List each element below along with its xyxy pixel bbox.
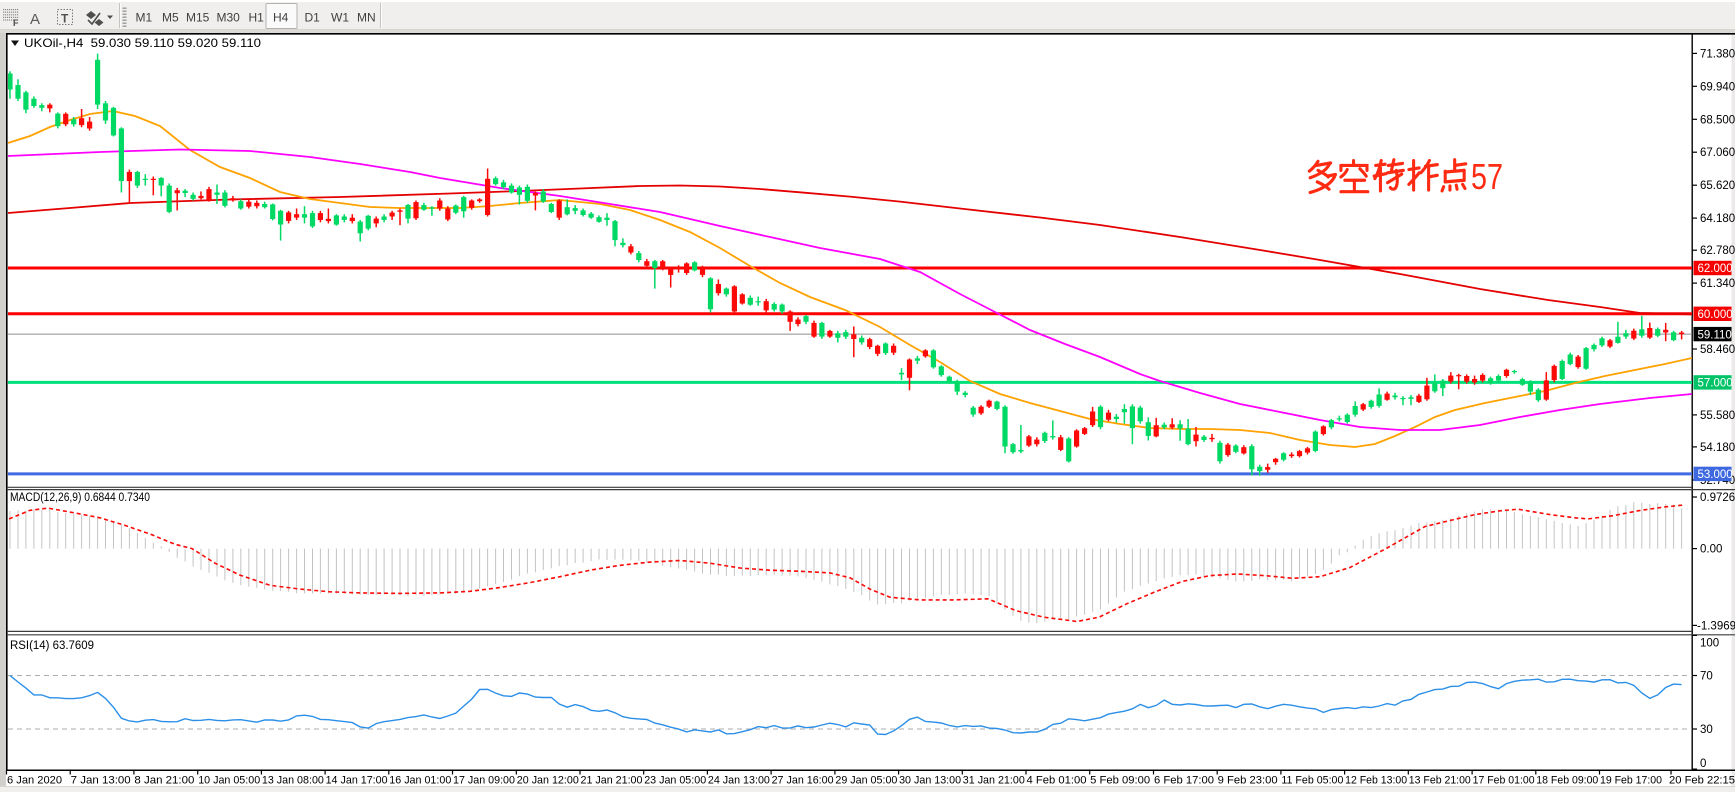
- svg-text:10 Jan 05:00: 10 Jan 05:00: [198, 775, 260, 787]
- svg-text:70: 70: [1700, 671, 1713, 683]
- svg-text:7 Jan 13:00: 7 Jan 13:00: [71, 775, 131, 787]
- svg-text:20 Jan 12:00: 20 Jan 12:00: [517, 775, 579, 787]
- svg-text:6 Feb 17:00: 6 Feb 17:00: [1154, 775, 1214, 787]
- svg-text:MN: MN: [357, 11, 376, 25]
- svg-text:57: 57: [1471, 156, 1503, 197]
- svg-text:24 Jan 13:00: 24 Jan 13:00: [708, 775, 770, 787]
- svg-text:31 Jan 21:00: 31 Jan 21:00: [963, 775, 1025, 787]
- svg-text:11 Feb 05:00: 11 Feb 05:00: [1281, 775, 1343, 787]
- svg-text:F: F: [13, 18, 19, 28]
- svg-text:29 Jan 05:00: 29 Jan 05:00: [835, 775, 897, 787]
- svg-text:100: 100: [1700, 638, 1719, 650]
- svg-text:58.460: 58.460: [1700, 344, 1735, 356]
- svg-text:M30: M30: [217, 11, 241, 25]
- svg-text:55.580: 55.580: [1700, 410, 1735, 422]
- svg-text:MACD(12,26,9) 0.6844 0.7340: MACD(12,26,9) 0.6844 0.7340: [10, 492, 150, 504]
- svg-text:W1: W1: [331, 11, 349, 25]
- svg-text:D1: D1: [305, 11, 321, 25]
- svg-text:8 Jan 21:00: 8 Jan 21:00: [134, 775, 194, 787]
- svg-text:4 Feb 01:00: 4 Feb 01:00: [1027, 775, 1087, 787]
- svg-text:M1: M1: [136, 11, 153, 25]
- svg-text:64.180: 64.180: [1700, 213, 1735, 225]
- svg-text:62.780: 62.780: [1700, 245, 1735, 257]
- svg-text:71.380: 71.380: [1700, 48, 1735, 60]
- svg-text:61.340: 61.340: [1700, 278, 1735, 290]
- svg-text:0: 0: [1700, 758, 1706, 770]
- svg-text:9 Feb 23:00: 9 Feb 23:00: [1218, 775, 1278, 787]
- svg-text:13 Feb 21:00: 13 Feb 21:00: [1409, 775, 1471, 787]
- svg-text:67.060: 67.060: [1700, 147, 1735, 159]
- svg-text:H1: H1: [249, 11, 265, 25]
- svg-text:59.110: 59.110: [1698, 329, 1732, 341]
- svg-text:A: A: [30, 11, 40, 28]
- svg-text:65.620: 65.620: [1700, 180, 1735, 192]
- svg-text:RSI(14) 63.7609: RSI(14) 63.7609: [10, 640, 94, 652]
- svg-text:62.000: 62.000: [1698, 263, 1733, 275]
- svg-text:60.000: 60.000: [1698, 309, 1733, 321]
- svg-text:69.940: 69.940: [1700, 81, 1735, 93]
- svg-text:17 Feb 01:00: 17 Feb 01:00: [1473, 775, 1535, 787]
- svg-text:M15: M15: [186, 11, 210, 25]
- svg-text:53.000: 53.000: [1698, 469, 1733, 481]
- svg-text:0.9726: 0.9726: [1700, 492, 1735, 504]
- svg-text:14 Jan 17:00: 14 Jan 17:00: [326, 775, 388, 787]
- svg-text:-1.3969: -1.3969: [1697, 620, 1735, 632]
- svg-text:H4: H4: [273, 11, 289, 25]
- svg-text:30: 30: [1700, 724, 1713, 736]
- svg-text:UKOil-,H4 59.030 59.110 59.02: UKOil-,H4 59.030 59.110 59.020 59.110: [24, 36, 261, 50]
- svg-text:23 Jan 05:00: 23 Jan 05:00: [644, 775, 706, 787]
- svg-text:17 Jan 09:00: 17 Jan 09:00: [453, 775, 515, 787]
- svg-text:13 Jan 08:00: 13 Jan 08:00: [262, 775, 324, 787]
- svg-text:27 Jan 16:00: 27 Jan 16:00: [772, 775, 834, 787]
- svg-text:68.500: 68.500: [1700, 114, 1735, 126]
- svg-text:20 Feb 22:15: 20 Feb 22:15: [1669, 775, 1735, 787]
- svg-text:18 Feb 09:00: 18 Feb 09:00: [1536, 775, 1598, 787]
- svg-text:12 Feb 13:00: 12 Feb 13:00: [1345, 775, 1407, 787]
- svg-text:21 Jan 21:00: 21 Jan 21:00: [581, 775, 643, 787]
- svg-text:54.180: 54.180: [1700, 442, 1735, 454]
- svg-text:6 Jan 2020: 6 Jan 2020: [7, 775, 62, 787]
- svg-text:T: T: [61, 12, 69, 26]
- svg-text:5 Feb 09:00: 5 Feb 09:00: [1090, 775, 1150, 787]
- svg-text:30 Jan 13:00: 30 Jan 13:00: [899, 775, 961, 787]
- svg-text:16 Jan 01:00: 16 Jan 01:00: [389, 775, 451, 787]
- svg-text:0.00: 0.00: [1700, 544, 1722, 556]
- svg-text:57.000: 57.000: [1698, 378, 1733, 390]
- svg-text:M5: M5: [162, 11, 179, 25]
- svg-text:19 Feb 17:00: 19 Feb 17:00: [1600, 775, 1662, 787]
